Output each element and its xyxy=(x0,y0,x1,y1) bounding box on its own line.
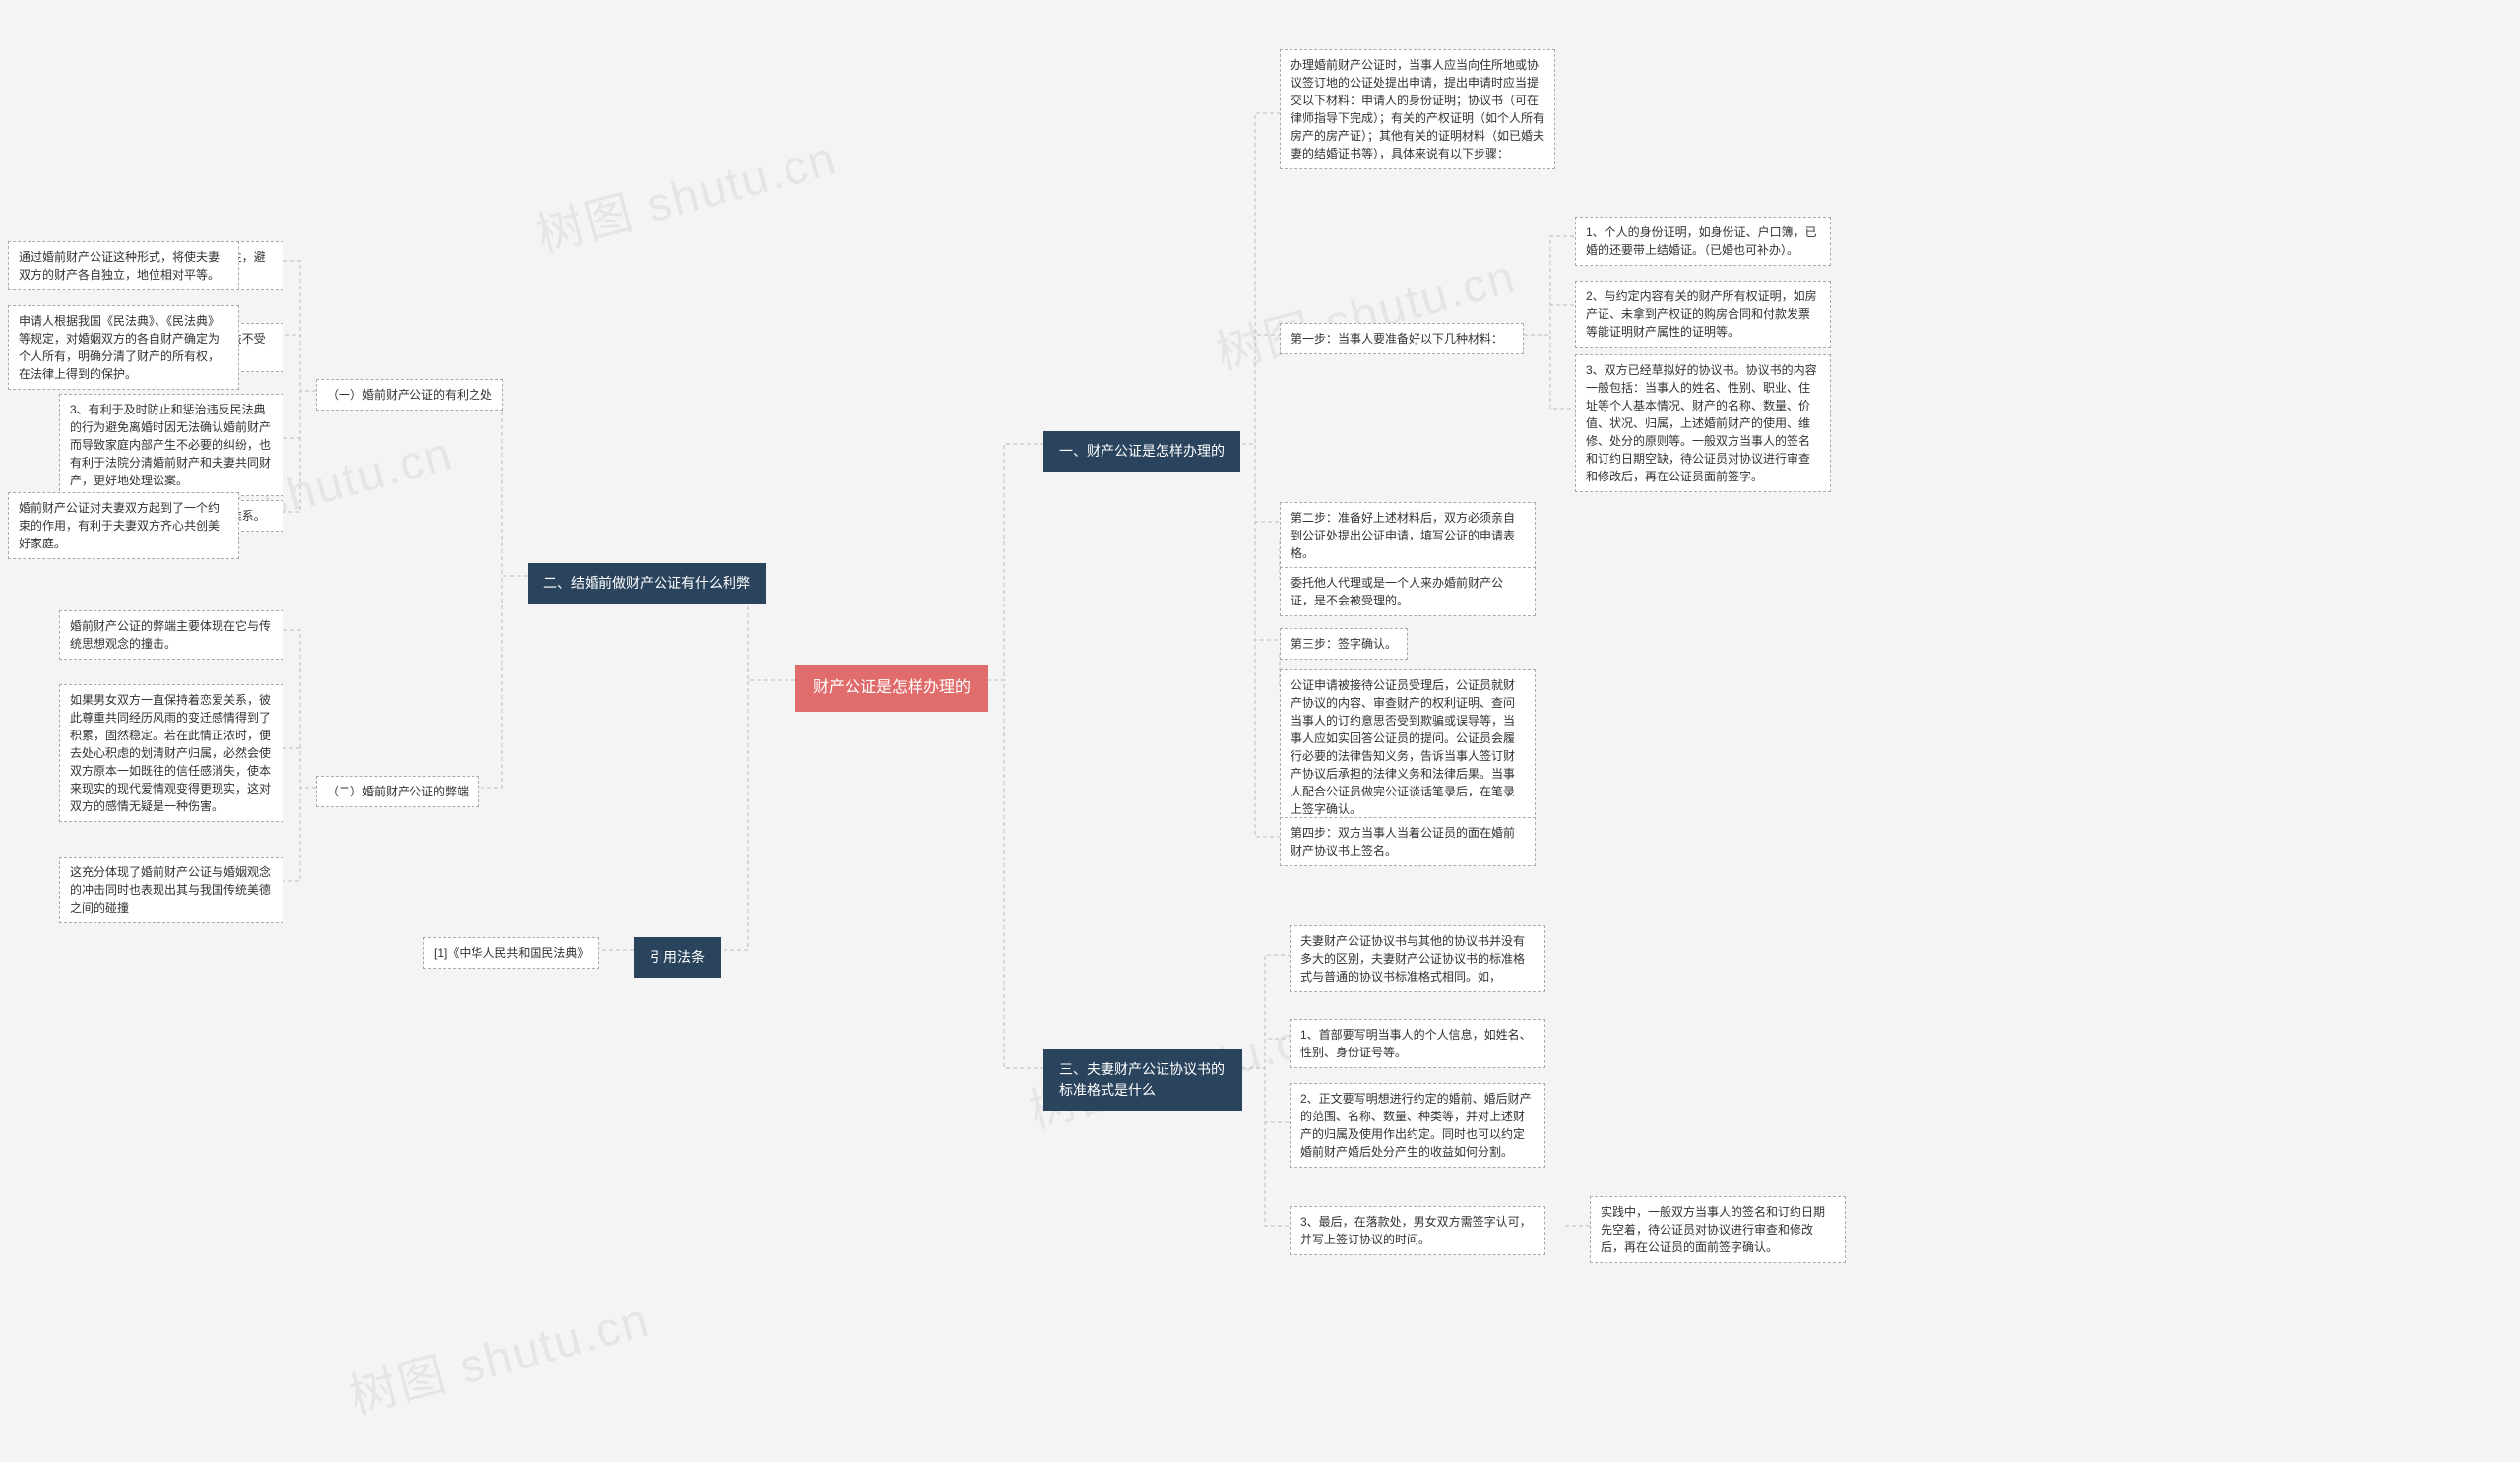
b4-item: [1]《中华人民共和国民法典》 xyxy=(423,937,599,969)
branch-1[interactable]: 一、财产公证是怎样办理的 xyxy=(1043,431,1240,472)
b1-step2-note: 委托他人代理或是一个人来办婚前财产公证，是不会被受理的。 xyxy=(1280,567,1536,616)
b3-item3: 3、最后，在落款处，男女双方需签字认可，并写上签订协议的时间。 xyxy=(1290,1206,1545,1255)
b2-sub1-i2-extra: 申请人根据我国《民法典》、《民法典》等规定，对婚姻双方的各自财产确定为个人所有，… xyxy=(8,305,239,390)
b3-item0: 夫妻财产公证协议书与其他的协议书并没有多大的区别，夫妻财产公证协议书的标准格式与… xyxy=(1290,925,1545,992)
root-node[interactable]: 财产公证是怎样办理的 xyxy=(795,665,988,712)
b1-step1-item3: 3、双方已经草拟好的协议书。协议书的内容一般包括：当事人的姓名、性别、职业、住址… xyxy=(1575,354,1831,492)
b1-step1-item1: 1、个人的身份证明，如身份证、户口簿，已婚的还要带上结婚证。（已婚也可补办）。 xyxy=(1575,217,1831,266)
watermark: 树图 shutu.cn xyxy=(1207,237,1522,384)
b3-item1: 1、首部要写明当事人的个人信息，如姓名、性别、身份证号等。 xyxy=(1290,1019,1545,1068)
b1-step2: 第二步：准备好上述材料后，双方必须亲自到公证处提出公证申请，填写公证的申请表格。 xyxy=(1280,502,1536,569)
b1-step4: 第四步：双方当事人当着公证员的面在婚前财产协议书上签名。 xyxy=(1280,817,1536,866)
b2-sub1-i3: 3、有利于及时防止和惩治违反民法典的行为避免离婚时因无法确认婚前财产而导致家庭内… xyxy=(59,394,284,496)
b1-step3-note: 公证申请被接待公证员受理后，公证员就财产协议的内容、审查财产的权利证明、查问当事… xyxy=(1280,669,1536,825)
b1-step1-item2: 2、与约定内容有关的财产所有权证明，如房产证、未拿到产权证的购房合同和付款发票等… xyxy=(1575,281,1831,348)
b2-sub1: （一）婚前财产公证的有利之处 xyxy=(316,379,503,411)
branch-2[interactable]: 二、结婚前做财产公证有什么利弊 xyxy=(528,563,766,604)
b1-step1: 第一步：当事人要准备好以下几种材料： xyxy=(1280,323,1524,354)
connectors-layer xyxy=(0,0,2520,1462)
b2-sub1-i4-extra: 婚前财产公证对夫妻双方起到了一个约束的作用，有利于夫妻双方齐心共创美好家庭。 xyxy=(8,492,239,559)
b3-item2: 2、正文要写明想进行约定的婚前、婚后财产的范围、名称、数量、种类等，并对上述财产… xyxy=(1290,1083,1545,1168)
b2-sub1-i1-extra: 通过婚前财产公证这种形式，将使夫妻双方的财产各自独立，地位相对平等。 xyxy=(8,241,239,290)
b3-item3-extra: 实践中，一般双方当事人的签名和订约日期先空着，待公证员对协议进行审查和修改后，再… xyxy=(1590,1196,1846,1263)
b2-sub2: （二）婚前财产公证的弊端 xyxy=(316,776,479,807)
branch-4[interactable]: 引用法条 xyxy=(634,937,721,978)
b2-sub2-i2: 如果男女双方一直保持着恋爱关系，彼此尊重共同经历风雨的变迁感情得到了积累，固然稳… xyxy=(59,684,284,822)
branch-3[interactable]: 三、夫妻财产公证协议书的标准格式是什么 xyxy=(1043,1049,1242,1111)
watermark: 树图 shutu.cn xyxy=(528,119,843,266)
b1-intro: 办理婚前财产公证时，当事人应当向住所地或协议签订地的公证处提出申请，提出申请时应… xyxy=(1280,49,1555,169)
watermark: 树图 shutu.cn xyxy=(341,1281,656,1428)
b1-step3: 第三步：签字确认。 xyxy=(1280,628,1408,660)
b2-sub2-i3: 这充分体现了婚前财产公证与婚姻观念的冲击同时也表现出其与我国传统美德之间的碰撞 xyxy=(59,857,284,923)
b2-sub2-i1: 婚前财产公证的弊端主要体现在它与传统思想观念的撞击。 xyxy=(59,610,284,660)
